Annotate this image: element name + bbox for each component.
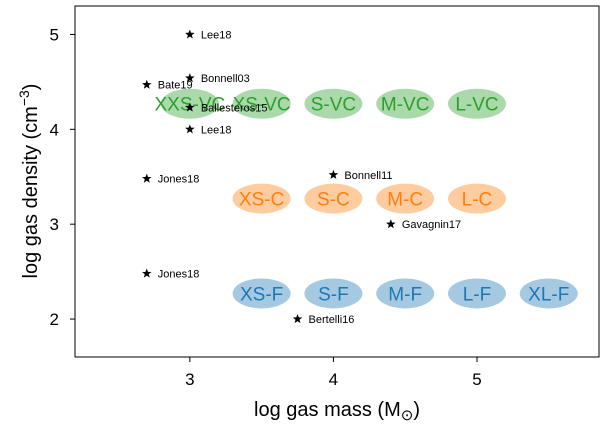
ellipse-xs-vc bbox=[232, 88, 291, 119]
ellipse-m-f bbox=[376, 278, 435, 309]
x-tick-label-5: 5 bbox=[472, 370, 481, 389]
ellipse-label-m-vc: M-VC bbox=[381, 95, 430, 116]
ellipse-xl-f bbox=[519, 278, 578, 309]
x-axis-ticks: 3 4 5 bbox=[185, 357, 482, 389]
ellipse-xs-f bbox=[232, 278, 291, 309]
x-axis-label: log gas mass (M⊙) bbox=[254, 399, 420, 424]
ellipse-s-f bbox=[304, 278, 363, 309]
x-tick-label-3: 3 bbox=[185, 370, 194, 389]
ellipse-label-s-f: S-F bbox=[318, 284, 349, 305]
ellipse-label-l-f: L-F bbox=[463, 284, 492, 305]
ellipse-label-s-vc: S-VC bbox=[311, 95, 356, 116]
ellipse-label-s-c: S-C bbox=[317, 190, 350, 211]
y-tick-label-2: 2 bbox=[50, 310, 59, 329]
star-label-bertelli16-9: Bertelli16 bbox=[309, 314, 355, 326]
star-ballesteros15-3 bbox=[185, 102, 195, 112]
star-label-bonnell03-1: Bonnell03 bbox=[201, 73, 250, 85]
literature-markers bbox=[142, 29, 396, 324]
ellipse-label-l-c: L-C bbox=[462, 190, 493, 211]
star-jones18-5 bbox=[142, 173, 152, 183]
x-tick-label-4: 4 bbox=[329, 370, 338, 389]
star-gavagnin17-7 bbox=[386, 219, 396, 229]
simulation-markers bbox=[160, 88, 578, 309]
ellipse-label-xs-c: XS-C bbox=[239, 190, 284, 211]
ellipse-l-c bbox=[447, 183, 506, 214]
star-bate19-2 bbox=[142, 79, 152, 89]
ellipse-label-l-vc: L-VC bbox=[455, 95, 498, 116]
ellipse-xs-c bbox=[232, 183, 291, 214]
ellipse-m-vc bbox=[376, 88, 435, 119]
ellipse-label-m-f: M-F bbox=[388, 284, 422, 305]
star-label-lee18-4: Lee18 bbox=[201, 124, 232, 136]
y-tick-label-5: 5 bbox=[50, 25, 59, 44]
y-axis-ticks: 2 3 4 5 bbox=[50, 25, 75, 329]
star-label-bonnell11-6: Bonnell11 bbox=[344, 170, 392, 182]
ellipse-label-m-c: M-C bbox=[387, 190, 423, 211]
plot-area-frame bbox=[74, 5, 600, 358]
y-axis-label-exponent: −3 bbox=[16, 90, 32, 106]
ellipse-l-vc bbox=[447, 88, 506, 119]
star-lee18-4 bbox=[185, 124, 195, 134]
star-label-jones18-8: Jones18 bbox=[158, 269, 200, 281]
star-jones18-8 bbox=[142, 268, 152, 278]
star-label-bate19-2: Bate19 bbox=[158, 80, 193, 92]
y-axis-label: log gas density (cm−3) bbox=[16, 84, 42, 279]
ellipse-s-vc bbox=[304, 88, 363, 119]
ellipse-label-xs-vc: XS-VC bbox=[233, 95, 291, 116]
star-bonnell11-6 bbox=[328, 169, 339, 179]
star-bonnell03-1 bbox=[185, 73, 195, 83]
ellipse-s-c bbox=[304, 183, 363, 214]
star-label-ballesteros15-3: Ballesteros15 bbox=[201, 103, 268, 115]
x-axis-label-sun-symbol: ⊙ bbox=[401, 407, 414, 424]
ellipse-label-xs-f: XS-F bbox=[240, 284, 283, 305]
star-label-gavagnin17-7: Gavagnin17 bbox=[402, 219, 461, 231]
literature-labels: Lee18 Bonnell03 Bate19 Ballesteros15 Lee18 Jo… bbox=[158, 29, 461, 326]
ellipse-label-xl-f: XL-F bbox=[528, 284, 569, 305]
star-label-jones18-5: Jones18 bbox=[158, 174, 200, 186]
y-tick-label-3: 3 bbox=[50, 215, 59, 234]
star-bertelli16-9 bbox=[292, 314, 303, 324]
ellipse-m-c bbox=[376, 183, 435, 214]
ellipse-l-f bbox=[447, 278, 506, 309]
y-tick-label-4: 4 bbox=[50, 120, 59, 139]
star-lee18-0 bbox=[185, 29, 195, 39]
star-label-lee18-0: Lee18 bbox=[201, 29, 232, 41]
simulation-labels: XXS-VCXS-VCS-VCM-VCL-VCXS-CS-CM-CL-CXS-F… bbox=[154, 95, 569, 306]
